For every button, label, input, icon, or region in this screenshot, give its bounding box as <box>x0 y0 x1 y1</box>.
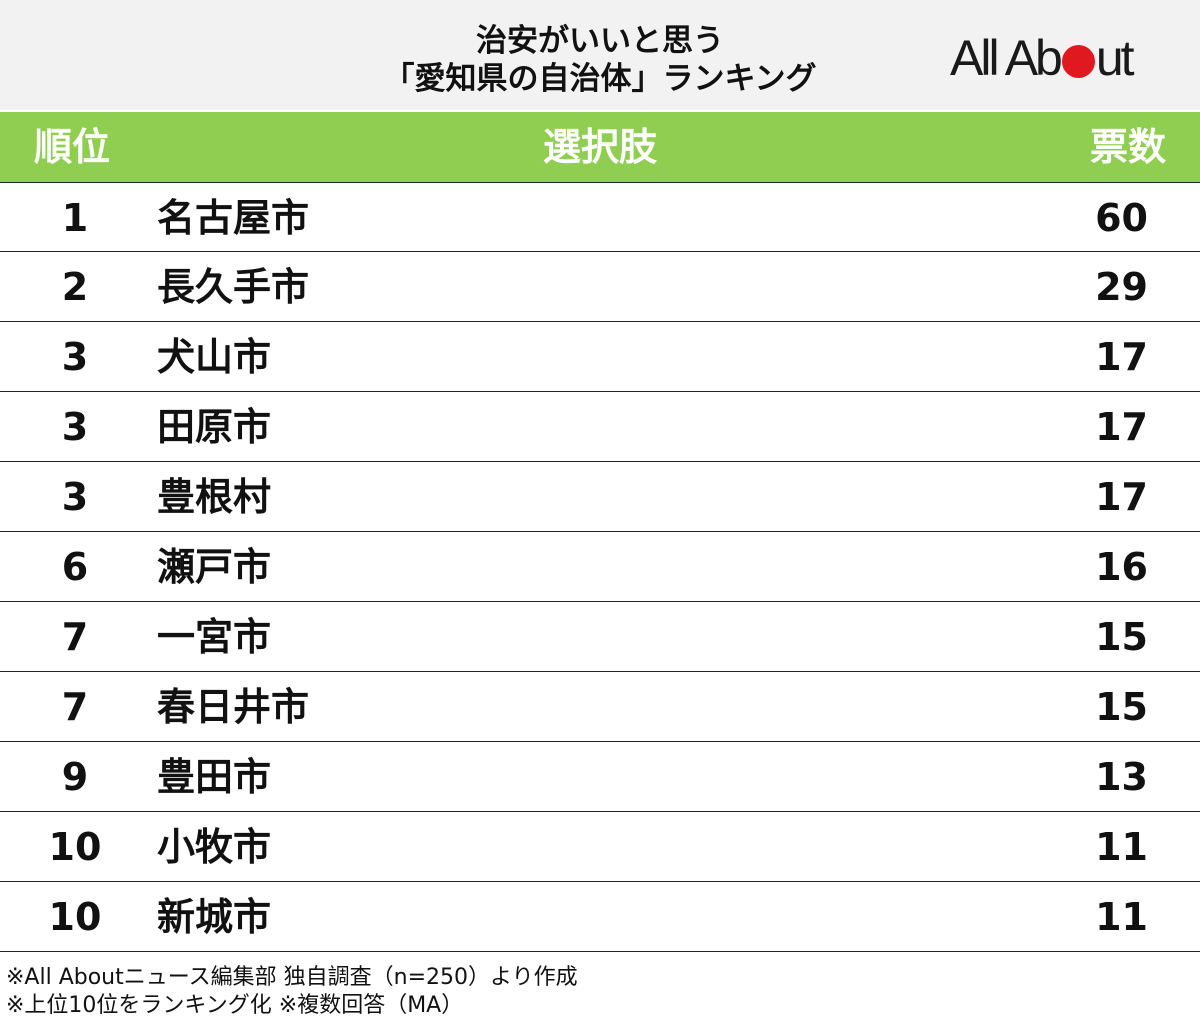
logo-text-1: All Ab <box>950 30 1063 86</box>
title-banner: 治安がいいと思う 「愛知県の自治体」ランキング All Ab ut <box>0 0 1200 110</box>
municipality-cell: 名古屋市 <box>157 196 310 240</box>
municipality-cell: 瀬戸市 <box>157 545 272 589</box>
rank-cell: 9 <box>61 755 89 799</box>
table-row: 9 豊田市 13 <box>0 742 1200 812</box>
municipality-cell: 小牧市 <box>157 825 272 869</box>
table-row: 2 長久手市 29 <box>0 252 1200 322</box>
municipality-cell: 長久手市 <box>157 265 310 309</box>
ranking-table: 1 名古屋市 60 2 長久手市 29 3 犬山市 17 3 田原市 17 3 … <box>0 182 1200 952</box>
table-row: 3 犬山市 17 <box>0 322 1200 392</box>
header-choice: 選択肢 <box>542 125 657 169</box>
header-votes: 票数 <box>1089 125 1166 169</box>
table-row: 7 一宮市 15 <box>0 602 1200 672</box>
rank-cell: 7 <box>61 685 89 729</box>
votes-cell: 16 <box>1095 545 1148 589</box>
rank-cell: 10 <box>48 895 102 939</box>
rank-cell: 1 <box>61 196 89 240</box>
table-row: 3 豊根村 17 <box>0 462 1200 532</box>
table-row: 1 名古屋市 60 <box>0 182 1200 252</box>
votes-cell: 17 <box>1095 475 1148 519</box>
municipality-cell: 豊田市 <box>157 755 272 799</box>
title-line-2: 「愛知県の自治体」ランキング <box>383 61 817 97</box>
votes-cell: 11 <box>1095 895 1148 939</box>
table-row: 6 瀬戸市 16 <box>0 532 1200 602</box>
votes-cell: 29 <box>1095 265 1148 309</box>
municipality-cell: 一宮市 <box>157 615 272 659</box>
municipality-cell: 田原市 <box>157 405 272 449</box>
municipality-cell: 犬山市 <box>157 335 272 379</box>
votes-cell: 15 <box>1095 685 1148 729</box>
footnotes: ※All Aboutニュース編集部 独自調査（n=250）より作成 ※上位10位… <box>6 964 578 1020</box>
rank-cell: 7 <box>61 615 89 659</box>
title-line-1: 治安がいいと思う <box>476 23 724 59</box>
logo-red-dot <box>1061 44 1095 78</box>
rank-cell: 6 <box>61 545 89 589</box>
rank-cell: 2 <box>61 265 89 309</box>
allabout-logo: All Ab ut <box>950 28 1135 88</box>
table-row: 10 小牧市 11 <box>0 812 1200 882</box>
table-row: 3 田原市 17 <box>0 392 1200 462</box>
rank-cell: 3 <box>61 475 89 519</box>
rank-cell: 3 <box>61 335 89 379</box>
municipality-cell: 春日井市 <box>157 685 310 729</box>
rank-cell: 3 <box>61 405 89 449</box>
votes-cell: 15 <box>1095 615 1148 659</box>
footnote-source: ※All Aboutニュース編集部 独自調査（n=250）より作成 <box>6 965 578 990</box>
table-header: 順位 選択肢 票数 <box>0 112 1200 182</box>
votes-cell: 17 <box>1095 405 1148 449</box>
header-rank: 順位 <box>34 125 111 169</box>
municipality-cell: 豊根村 <box>157 475 272 519</box>
municipality-cell: 新城市 <box>157 895 272 939</box>
footnote-method: ※上位10位をランキング化 ※複数回答（MA） <box>6 993 464 1018</box>
table-row: 7 春日井市 15 <box>0 672 1200 742</box>
votes-cell: 13 <box>1095 755 1148 799</box>
votes-cell: 60 <box>1095 196 1148 240</box>
votes-cell: 11 <box>1095 825 1148 869</box>
page-title: 治安がいいと思う 「愛知県の自治体」ランキング <box>0 22 1200 98</box>
votes-cell: 17 <box>1095 335 1148 379</box>
rank-cell: 10 <box>48 825 102 869</box>
logo-text-2: ut <box>1095 30 1135 86</box>
table-row: 10 新城市 11 <box>0 882 1200 952</box>
